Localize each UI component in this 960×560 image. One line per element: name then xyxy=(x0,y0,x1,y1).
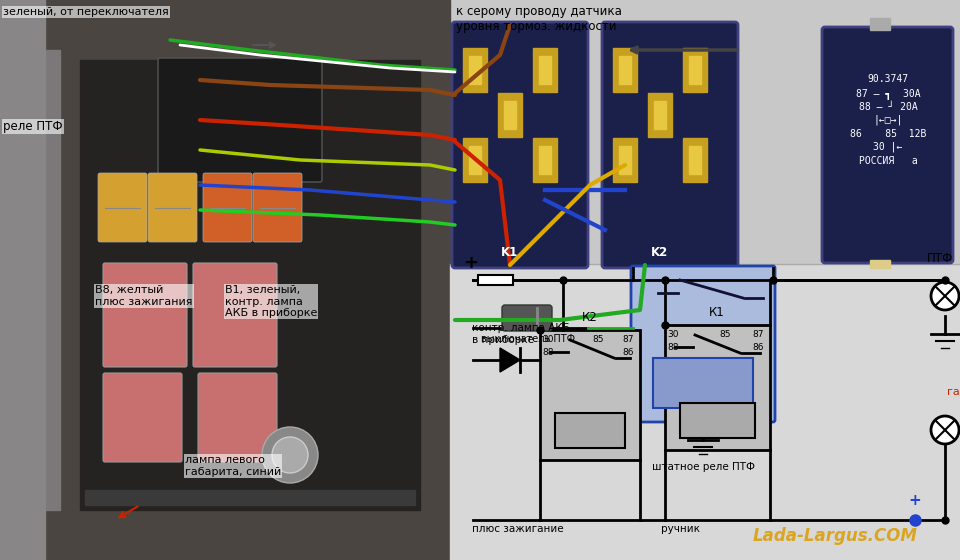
FancyBboxPatch shape xyxy=(158,58,322,182)
Text: контр. лампа АКБ
в приборке: контр. лампа АКБ в приборке xyxy=(472,324,569,345)
Text: +: + xyxy=(463,254,478,272)
FancyBboxPatch shape xyxy=(98,173,147,242)
Text: К2: К2 xyxy=(582,311,598,324)
Text: 87: 87 xyxy=(622,335,634,344)
Bar xyxy=(689,56,701,84)
Bar xyxy=(450,0,960,560)
Bar xyxy=(619,56,631,84)
Text: плюс зажигание: плюс зажигание xyxy=(472,524,564,534)
FancyBboxPatch shape xyxy=(198,373,277,462)
Bar xyxy=(689,146,701,174)
Bar xyxy=(870,260,890,268)
Bar xyxy=(539,146,551,174)
Text: выключатель ПТФ: выключатель ПТФ xyxy=(481,334,575,344)
FancyBboxPatch shape xyxy=(253,173,302,242)
Bar xyxy=(683,48,707,92)
Bar xyxy=(504,101,516,129)
Bar xyxy=(450,265,960,560)
Bar xyxy=(80,60,420,510)
Bar xyxy=(0,0,450,560)
Bar xyxy=(870,18,890,30)
Bar xyxy=(665,325,770,450)
Text: 85: 85 xyxy=(719,330,731,339)
Bar xyxy=(0,0,45,560)
FancyBboxPatch shape xyxy=(103,373,182,462)
Bar xyxy=(683,138,707,182)
Text: ручник: ручник xyxy=(660,524,700,534)
Text: 30: 30 xyxy=(542,335,554,344)
Polygon shape xyxy=(500,348,520,372)
Bar xyxy=(619,146,631,174)
Bar xyxy=(539,56,551,84)
Text: 30: 30 xyxy=(667,330,679,339)
FancyBboxPatch shape xyxy=(452,22,588,268)
Text: 87: 87 xyxy=(752,330,763,339)
Text: 86: 86 xyxy=(622,348,634,357)
FancyBboxPatch shape xyxy=(822,27,953,263)
Bar xyxy=(613,48,637,92)
Text: габарит: габарит xyxy=(947,387,960,397)
Bar xyxy=(648,93,672,137)
Bar xyxy=(680,403,755,438)
Bar xyxy=(613,138,637,182)
Text: K2: K2 xyxy=(652,245,668,259)
Text: К1: К1 xyxy=(709,306,725,319)
Text: зеленый, от переключателя: зеленый, от переключателя xyxy=(3,7,169,17)
FancyBboxPatch shape xyxy=(502,305,552,331)
FancyBboxPatch shape xyxy=(103,263,187,367)
Bar xyxy=(469,146,481,174)
Text: В1, зеленый,
контр. лампа
АКБ в приборке: В1, зеленый, контр. лампа АКБ в приборке xyxy=(225,285,318,318)
Text: 88: 88 xyxy=(667,343,679,352)
Circle shape xyxy=(931,416,959,444)
Bar xyxy=(653,358,753,408)
Circle shape xyxy=(272,437,308,473)
Text: ПТФ: ПТФ xyxy=(926,252,953,265)
Bar xyxy=(463,138,487,182)
Bar xyxy=(498,93,522,137)
Circle shape xyxy=(931,282,959,310)
Circle shape xyxy=(262,427,318,483)
Text: штатное реле ПТФ: штатное реле ПТФ xyxy=(652,462,755,472)
Bar xyxy=(0,0,450,560)
Bar xyxy=(0,50,60,510)
Bar xyxy=(555,413,625,448)
FancyBboxPatch shape xyxy=(193,263,277,367)
Text: В8, желтый
плюс зажигания: В8, желтый плюс зажигания xyxy=(95,285,193,307)
Text: 90.3747
87 – ┓  30A
88 – ┘ 20A
|←□→|
86    85  12B
30 |←
РОССИЯ   а: 90.3747 87 – ┓ 30A 88 – ┘ 20A |←□→| 86 8… xyxy=(850,74,926,166)
Bar xyxy=(533,48,557,92)
FancyBboxPatch shape xyxy=(602,22,738,268)
Text: к серому проводу датчика
уровня тормоз. жидкости: к серому проводу датчика уровня тормоз. … xyxy=(456,5,622,33)
Bar xyxy=(533,138,557,182)
FancyBboxPatch shape xyxy=(148,173,197,242)
Text: реле ПТФ: реле ПТФ xyxy=(3,120,62,133)
Bar xyxy=(478,275,513,285)
Bar xyxy=(469,56,481,84)
Bar xyxy=(85,490,415,505)
Text: 88: 88 xyxy=(542,348,554,357)
Bar xyxy=(654,101,666,129)
Text: лампа левого
габарита, синий: лампа левого габарита, синий xyxy=(185,455,281,477)
Bar xyxy=(463,48,487,92)
Text: Lada-Largus.COM: Lada-Largus.COM xyxy=(753,527,918,545)
FancyBboxPatch shape xyxy=(203,173,252,242)
Text: K1: K1 xyxy=(501,245,518,259)
Text: 86: 86 xyxy=(752,343,763,352)
Text: +: + xyxy=(908,493,922,508)
Bar xyxy=(540,330,640,460)
Text: 85: 85 xyxy=(592,335,604,344)
FancyBboxPatch shape xyxy=(631,266,775,422)
